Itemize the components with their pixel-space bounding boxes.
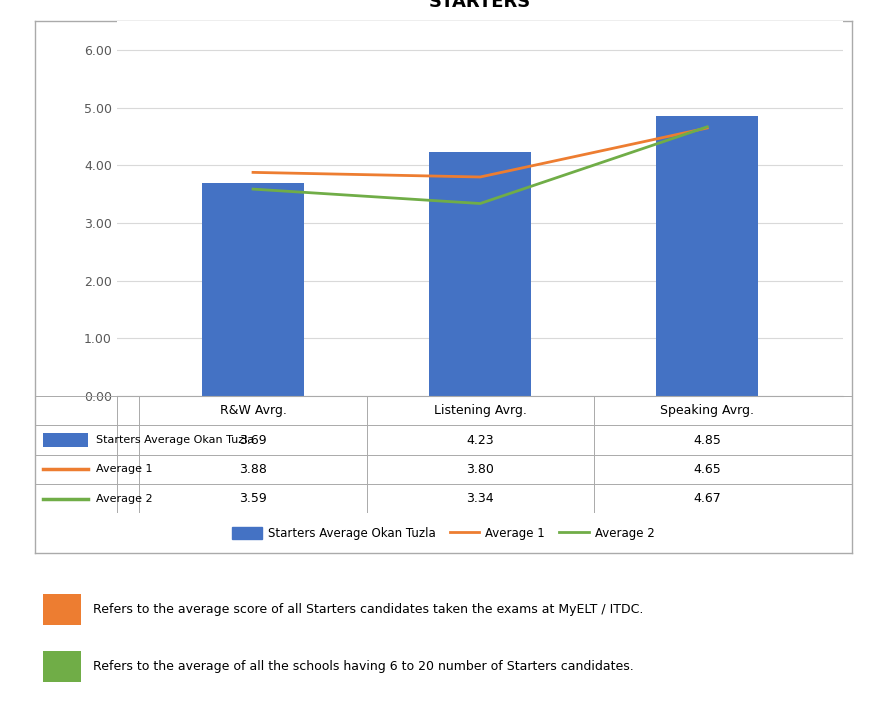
Text: 3.80: 3.80: [466, 463, 494, 476]
Text: Speaking Avrg.: Speaking Avrg.: [660, 404, 753, 418]
Text: 4.67: 4.67: [693, 492, 720, 505]
Bar: [655, 116, 758, 396]
Text: Average 1: Average 1: [96, 464, 153, 474]
Legend: Starters Average Okan Tuzla, Average 1, Average 2: Starters Average Okan Tuzla, Average 1, …: [227, 522, 659, 545]
Text: 4.65: 4.65: [693, 463, 720, 476]
Text: 3.59: 3.59: [239, 492, 267, 505]
Bar: [202, 184, 303, 396]
Text: 4.85: 4.85: [693, 433, 720, 447]
Text: 3.69: 3.69: [239, 433, 267, 447]
FancyBboxPatch shape: [43, 594, 81, 625]
Text: Listening Avrg.: Listening Avrg.: [433, 404, 526, 418]
FancyBboxPatch shape: [43, 433, 88, 447]
Text: Starters Average Okan Tuzla: Starters Average Okan Tuzla: [96, 435, 254, 445]
Text: Refers to the average of all the schools having 6 to 20 number of Starters candi: Refers to the average of all the schools…: [93, 660, 633, 673]
Text: 3.34: 3.34: [466, 492, 494, 505]
FancyBboxPatch shape: [43, 651, 81, 682]
Title: STARTERS: STARTERS: [429, 0, 531, 11]
Text: R&W Avrg.: R&W Avrg.: [219, 404, 286, 418]
Bar: [429, 152, 531, 396]
Text: 3.88: 3.88: [239, 463, 267, 476]
Text: 4.23: 4.23: [466, 433, 494, 447]
Text: Refers to the average score of all Starters candidates taken the exams at MyELT : Refers to the average score of all Start…: [93, 603, 643, 616]
Text: Average 2: Average 2: [96, 493, 153, 503]
